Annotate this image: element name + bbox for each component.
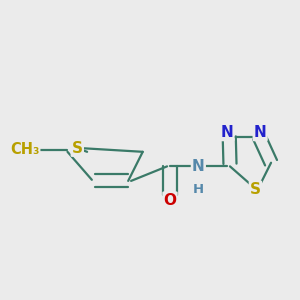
Text: CH₃: CH₃ [10, 142, 39, 157]
Text: S: S [250, 182, 261, 197]
Text: N: N [192, 159, 205, 174]
Text: N: N [254, 125, 266, 140]
Text: N: N [221, 125, 233, 140]
Text: H: H [193, 184, 204, 196]
Text: S: S [72, 141, 83, 156]
Text: O: O [164, 193, 176, 208]
